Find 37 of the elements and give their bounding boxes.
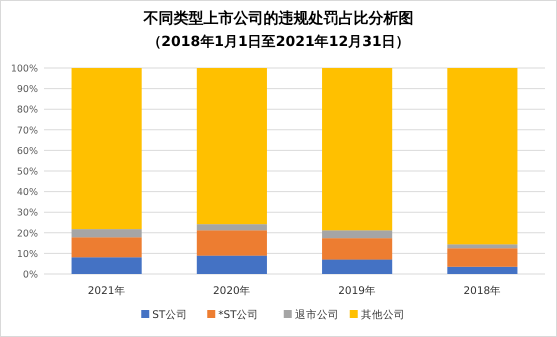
bar <box>322 230 392 238</box>
y-tick-label: 60% <box>16 146 38 157</box>
y-tick-label: 70% <box>16 125 38 136</box>
y-tick-label: 100% <box>10 64 38 74</box>
x-tick-label: 2019年 <box>338 285 376 297</box>
bar <box>72 257 142 274</box>
y-tick-label: 40% <box>16 187 38 198</box>
x-tick-label: 2021年 <box>88 285 126 297</box>
legend-label: *ST公司 <box>218 309 259 321</box>
bar <box>196 256 267 274</box>
bar <box>196 224 267 230</box>
bar <box>322 238 392 260</box>
bar <box>447 68 518 244</box>
bar <box>447 244 518 248</box>
legend-label: ST公司 <box>152 309 188 321</box>
chart-title: 不同类型上市公司的违规处罚占比分析图 <box>142 9 414 27</box>
bar <box>196 230 267 256</box>
y-tick-label: 30% <box>16 208 38 219</box>
x-tick-label: 2020年 <box>213 285 251 297</box>
y-tick-label: 10% <box>16 248 38 260</box>
legend-label: 其他公司 <box>360 308 405 321</box>
y-tick-label: 0% <box>22 270 38 280</box>
bar <box>447 248 518 267</box>
y-tick-label: 90% <box>16 84 38 96</box>
bar <box>322 260 392 274</box>
legend-label: 退市公司 <box>294 308 339 321</box>
y-tick-label: 20% <box>16 228 38 240</box>
bar <box>447 266 518 274</box>
bar <box>72 237 142 258</box>
chart-subtitle: （2018年1月1日至2021年12月31日） <box>147 34 410 50</box>
bar <box>72 229 142 238</box>
y-tick-label: 50% <box>16 166 38 178</box>
y-tick-label: 80% <box>16 104 38 116</box>
x-tick-label: 2018年 <box>464 285 502 297</box>
bar <box>322 68 392 230</box>
bar <box>72 68 142 230</box>
bar <box>196 68 267 224</box>
